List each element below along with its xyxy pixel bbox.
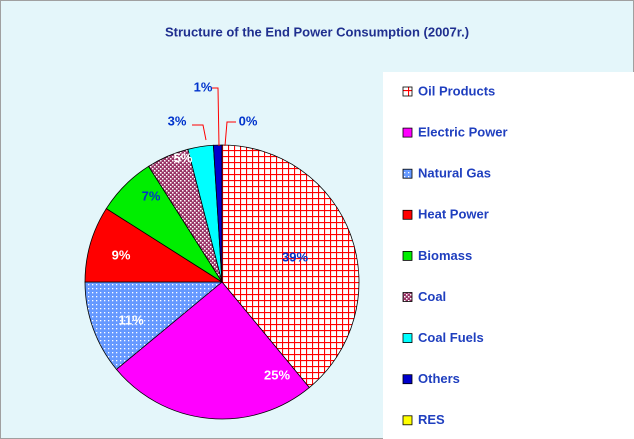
legend-label: Coal Fuels	[418, 330, 484, 345]
data-label: 5%	[174, 150, 193, 165]
legend-marker	[402, 250, 413, 261]
data-label: 39%	[282, 249, 308, 264]
data-label: 3%	[168, 113, 187, 128]
legend-marker	[402, 333, 413, 344]
legend-marker	[402, 86, 413, 97]
chart-title: Structure of the End Power Consumption (…	[165, 24, 469, 39]
legend-label: Biomass	[418, 248, 472, 263]
data-label: 11%	[118, 312, 144, 327]
legend-label: Natural Gas	[418, 166, 491, 181]
data-label: 25%	[264, 367, 290, 382]
legend-label: Others	[418, 371, 460, 386]
pie-slice	[115, 281, 310, 420]
legend-marker	[402, 374, 413, 385]
legend-marker	[402, 168, 413, 179]
legend-label: Heat Power	[418, 207, 489, 222]
legend-marker	[402, 415, 413, 426]
legend-marker	[402, 209, 413, 220]
data-label: 1%	[194, 79, 213, 94]
pie-slice	[221, 144, 360, 389]
data-label: 9%	[112, 247, 131, 262]
data-label: 0%	[239, 113, 258, 128]
legend-label: Oil Products	[418, 83, 495, 98]
legend-box	[383, 72, 634, 439]
legend-label: Coal	[418, 289, 446, 304]
legend-marker	[402, 292, 413, 302]
data-label: 7%	[142, 188, 161, 203]
legend-label: Electric Power	[418, 125, 508, 140]
legend-label: RES	[418, 412, 445, 427]
pie-slice	[84, 281, 224, 370]
leader-lines	[192, 87, 236, 147]
legend-marker	[402, 127, 413, 138]
